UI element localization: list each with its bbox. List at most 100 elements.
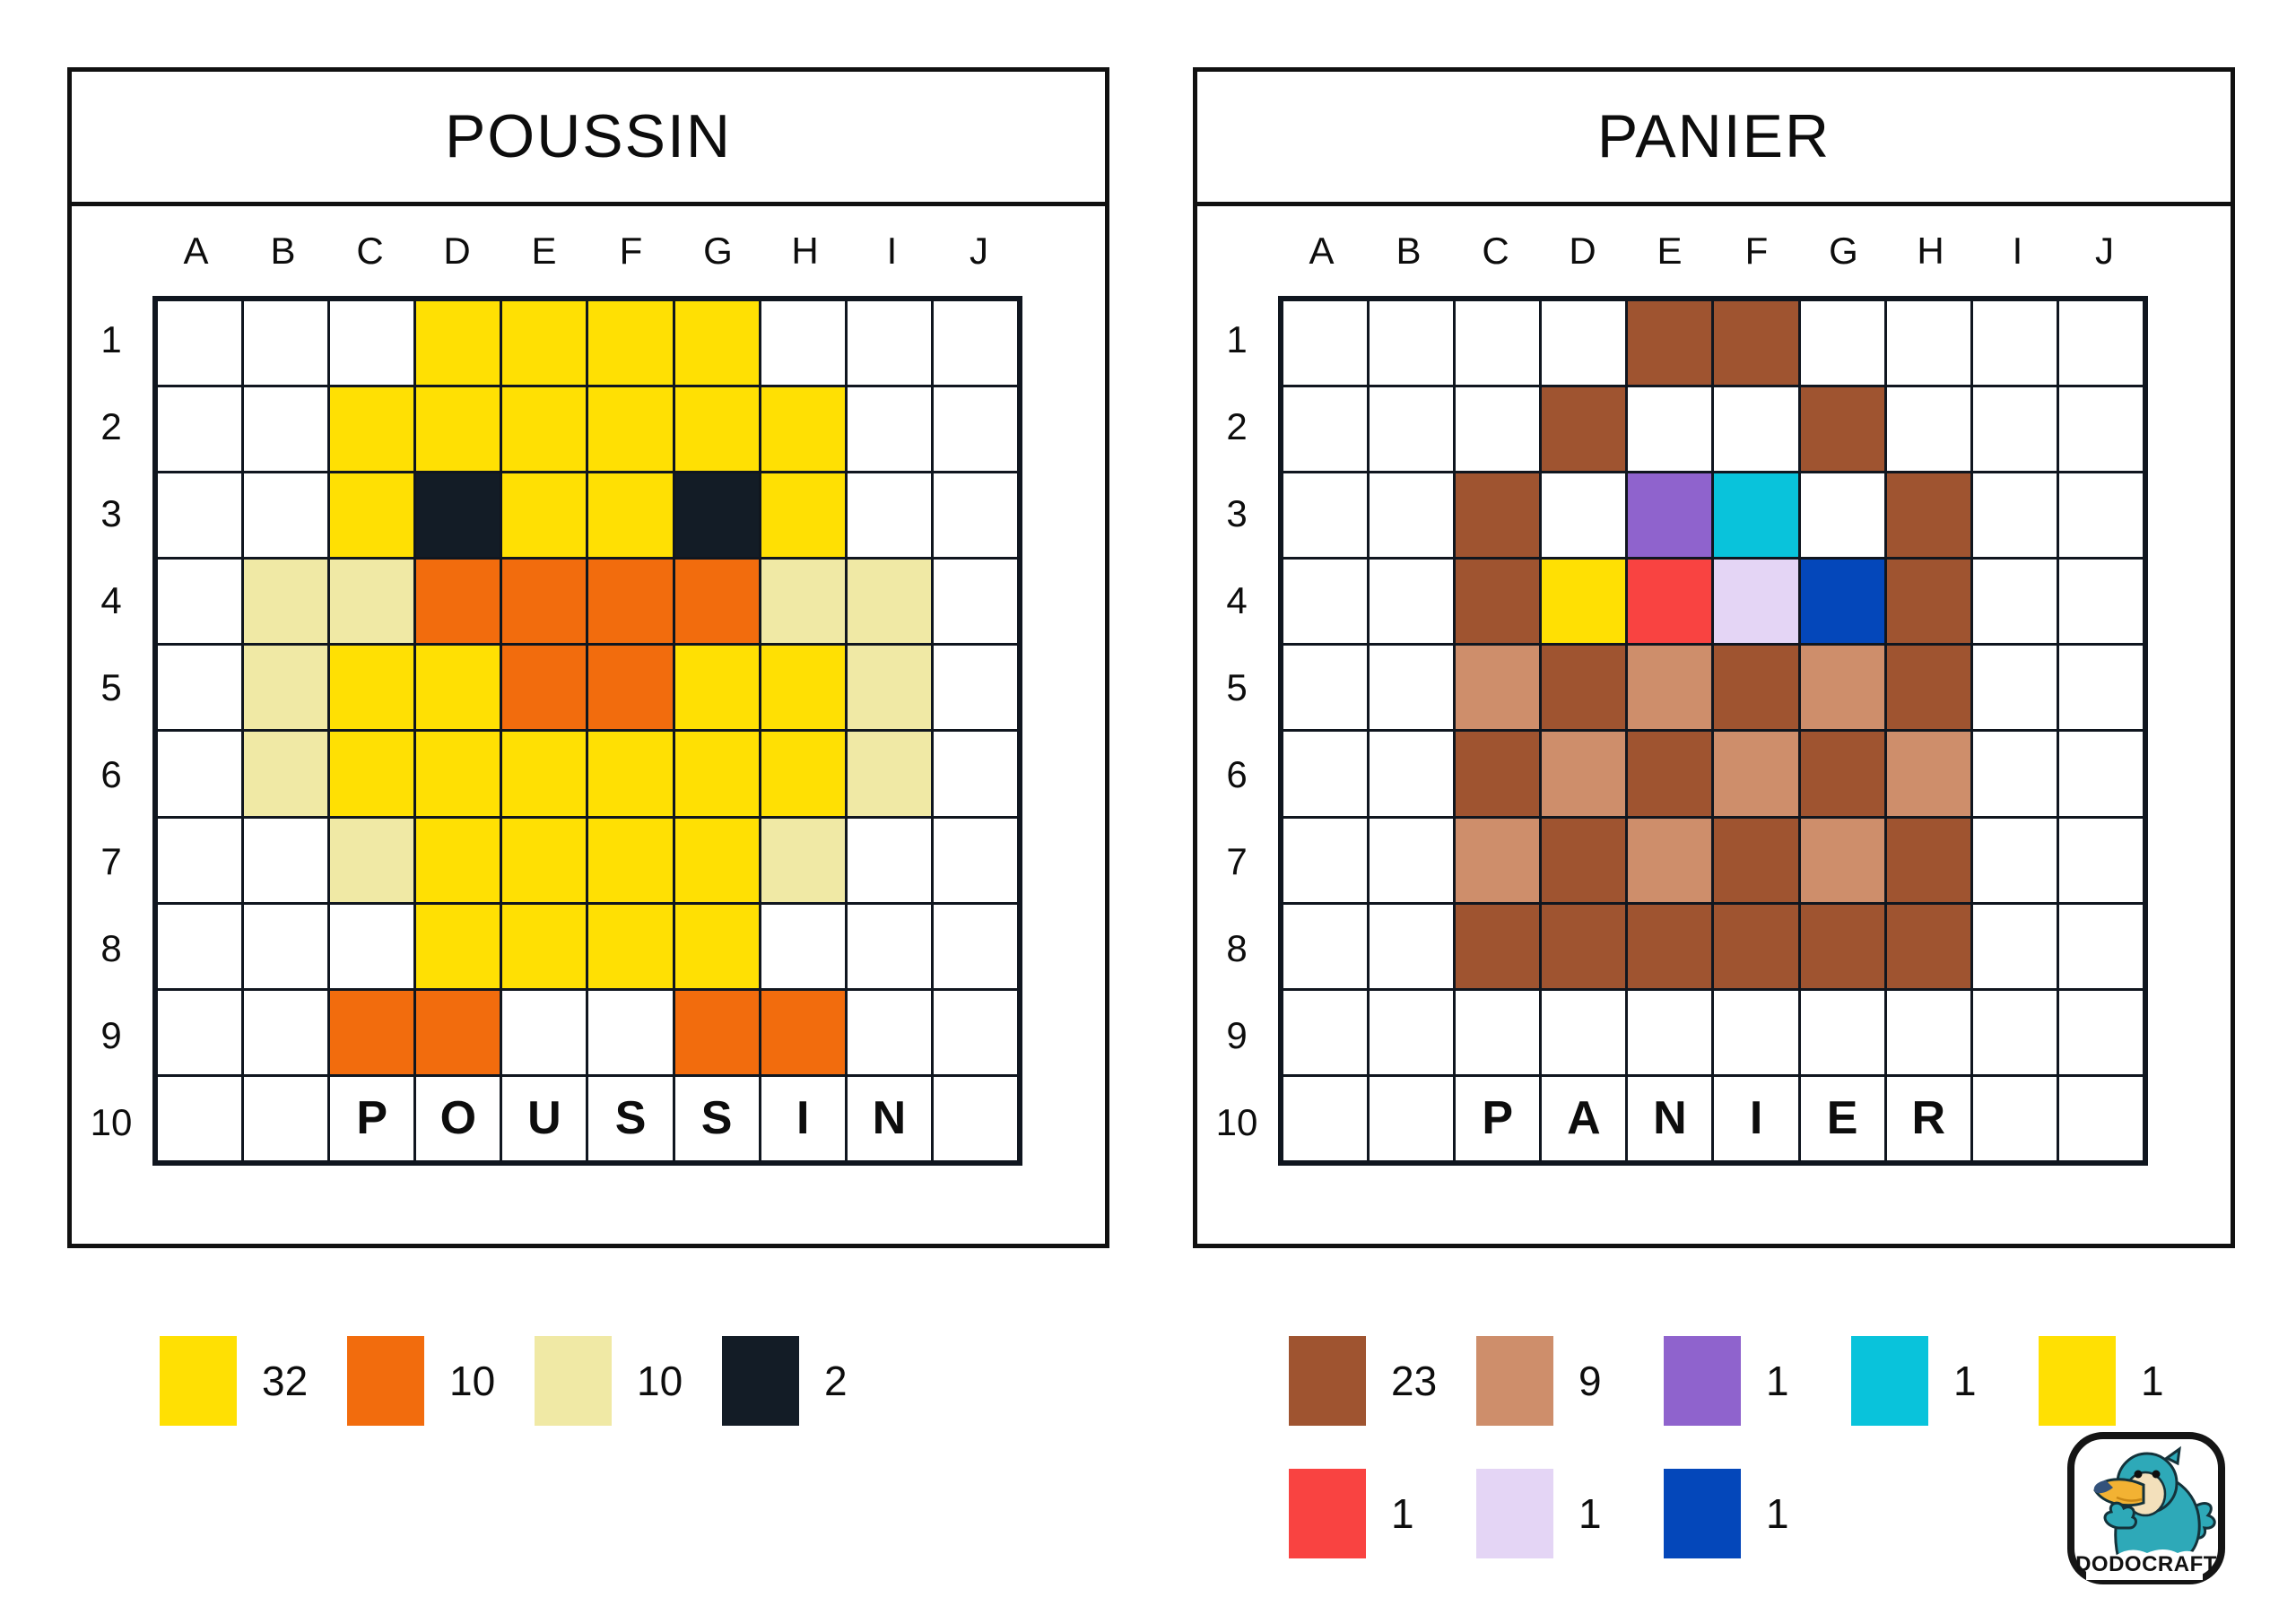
poussin-panel-title: POUSSIN [72,72,1105,206]
orange-swatch [347,1336,424,1426]
column-header-A: A [183,229,209,272]
grid-cell-A10-white [1283,1076,1368,1160]
grid-cell-J9-white [2058,990,2143,1074]
grid-cell-G8-yellow [674,904,759,988]
grid-cell-D8-brown [1542,904,1626,988]
grid-cell-I5-pale-yellow [847,646,931,730]
legend-item-lavender: 1 [1476,1469,1664,1558]
grid-cell-B2-white [1370,387,1454,472]
grid-cell-C2-white [1456,387,1540,472]
grid-cell-E4-orange [502,560,587,644]
grid-cell-D9-white [1542,990,1626,1074]
legend-item-dark-navy: 2 [722,1336,909,1426]
grid-cell-B3-white [244,473,328,558]
grid-cell-B6-pale-yellow [244,732,328,816]
grid-cell-C2-yellow [330,387,414,472]
grid-cell-A2-white [1283,387,1368,472]
grid-cell-H10-white: I [761,1076,845,1160]
grid-cell-B1-white [1370,301,1454,386]
grid-cell-F6-yellow [588,732,673,816]
grid-cell-A8-white [158,904,242,988]
legend-count: 10 [449,1358,496,1404]
grid-cell-C7-pale-yellow [330,818,414,902]
grid-cell-I10-white: N [847,1076,931,1160]
grid-cell-E5-tan [1628,646,1712,730]
grid-cell-H6-yellow [761,732,845,816]
grid-cell-E10-white: N [1628,1076,1712,1160]
legend-count: 1 [1391,1490,1414,1537]
grid-cell-C9-white [1456,990,1540,1074]
grid-cell-A5-white [158,646,242,730]
grid-cell-C4-pale-yellow [330,560,414,644]
legend-item-pale-yellow: 10 [535,1336,722,1426]
row-header-4: 4 [100,578,122,621]
grid-cell-I7-white [1972,818,2057,902]
grid-cell-B1-white [244,301,328,386]
grid-cell-H8-brown [1886,904,1970,988]
legend-row: 32 10 10 2 [160,1336,909,1426]
grid-cell-I6-pale-yellow [847,732,931,816]
grid-cell-D4-orange [416,560,500,644]
grid-cell-E8-yellow [502,904,587,988]
row-header-10: 10 [1215,1100,1258,1143]
grid-cell-J2-white [933,387,1017,472]
grid-cell-J1-white [933,301,1017,386]
grid-cell-G1-white [1800,301,1884,386]
grid-cell-D6-yellow [416,732,500,816]
legend-item-blue: 1 [1664,1469,1851,1558]
grid-cell-B5-white [1370,646,1454,730]
grid-cell-C8-white [330,904,414,988]
lavender-swatch [1476,1469,1553,1558]
grid-cell-A3-white [158,473,242,558]
grid-cell-I4-white [1972,560,2057,644]
grid-cell-B4-pale-yellow [244,560,328,644]
column-header-G: G [1829,229,1858,272]
legend-count: 32 [262,1358,309,1404]
grid-cell-A2-white [158,387,242,472]
grid-cell-C6-brown [1456,732,1540,816]
grid-cell-I4-pale-yellow [847,560,931,644]
grid-cell-G9-orange [674,990,759,1074]
grid-cell-B10-white [1370,1076,1454,1160]
grid-cell-J6-white [2058,732,2143,816]
grid-cell-H1-white [761,301,845,386]
grid-cell-C10-white: P [1456,1076,1540,1160]
grid-cell-C3-yellow [330,473,414,558]
grid-cell-A9-white [1283,990,1368,1074]
grid-cell-D6-tan [1542,732,1626,816]
grid-cell-G1-yellow [674,301,759,386]
grid-cell-G5-yellow [674,646,759,730]
grid-cell-H3-yellow [761,473,845,558]
dodocraft-logo: DODOCRAFT [2066,1431,2226,1585]
grid-cell-F7-yellow [588,818,673,902]
grid-cell-I10-white [1972,1076,2057,1160]
grid-cell-G6-yellow [674,732,759,816]
grid-cell-G9-white [1800,990,1884,1074]
grid-cell-F9-white [1714,990,1798,1074]
grid-cell-H3-brown [1886,473,1970,558]
grid-cell-G10-white: S [674,1076,759,1160]
legend-count: 2 [824,1358,848,1404]
column-header-B: B [270,229,296,272]
grid-cell-G7-tan [1800,818,1884,902]
legend-count: 1 [1953,1358,1977,1404]
grid-cell-E7-yellow [502,818,587,902]
legend-item-yellow: 1 [2039,1336,2226,1426]
grid-cell-H10-white: R [1886,1076,1970,1160]
grid-cell-A4-white [158,560,242,644]
grid-cell-H4-pale-yellow [761,560,845,644]
grid-cell-J7-white [933,818,1017,902]
grid-cell-A8-white [1283,904,1368,988]
row-header-1: 1 [100,317,122,360]
grid-cell-H1-white [1886,301,1970,386]
grid-cell-D1-white [1542,301,1626,386]
grid-cell-E5-orange [502,646,587,730]
column-header-H: H [791,229,819,272]
grid-cell-I6-white [1972,732,2057,816]
purple-swatch [1664,1336,1741,1426]
grid-cell-D3-dark-navy [416,473,500,558]
grid-cell-D8-yellow [416,904,500,988]
